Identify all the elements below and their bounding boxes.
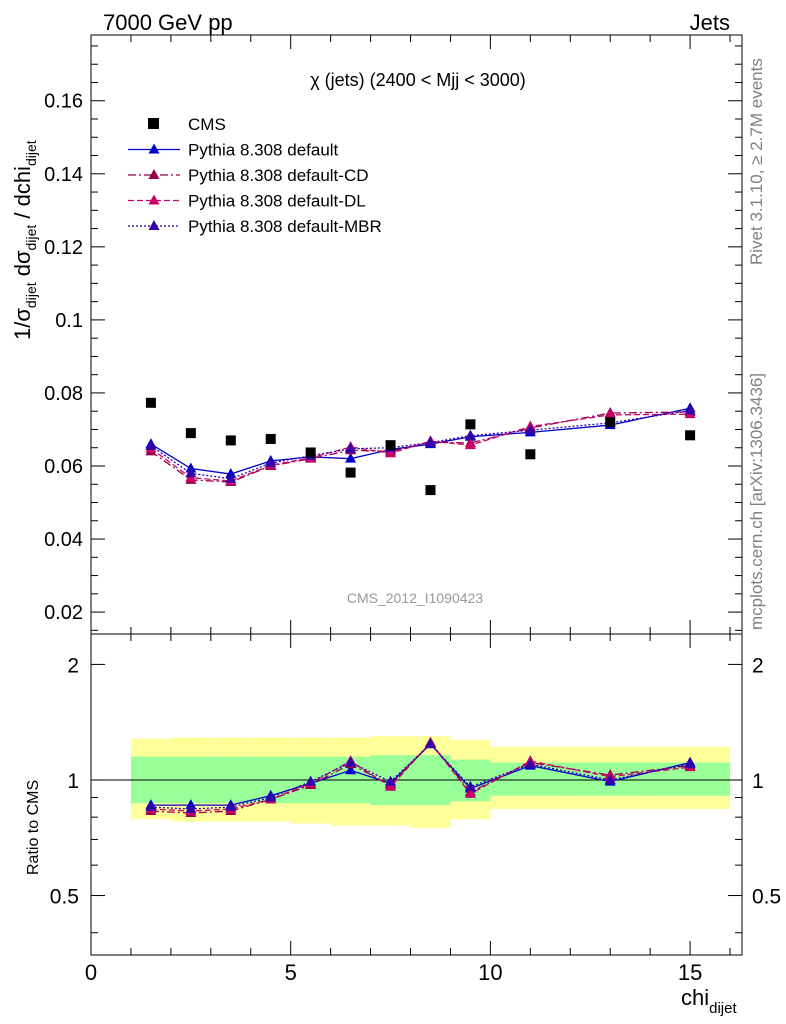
- ratio-0-point-5: [345, 764, 357, 775]
- ratio-line-0: [150, 743, 691, 806]
- ratio-3-point-6: [385, 775, 397, 786]
- y-tick-label: 0.16: [44, 91, 83, 113]
- chart-title: χ (jets) (2400 < Mjj < 3000): [310, 70, 526, 90]
- series-line-0: [150, 407, 691, 475]
- series-3-point-11: [684, 404, 696, 415]
- ratio-y-tick-label: 0.5: [50, 886, 79, 909]
- series-line-2: [150, 413, 691, 482]
- cms-point-3: [265, 433, 276, 444]
- series-3-point-3: [265, 457, 277, 468]
- series-2-point-10: [604, 408, 616, 419]
- cms-point-9: [525, 449, 536, 460]
- ratio-3-point-10: [604, 773, 616, 784]
- series-3-point-8: [464, 429, 476, 440]
- legend-label-2: Pythia 8.308 default-CD: [188, 166, 369, 185]
- ratio-3-point-0: [145, 801, 157, 812]
- ratio-2-point-8: [464, 787, 476, 798]
- ratio-3-point-4: [305, 775, 317, 786]
- cms-point-7: [425, 485, 436, 496]
- series-2-point-6: [385, 447, 397, 458]
- legend-marker-cms: [148, 118, 159, 129]
- cms-point-8: [465, 419, 476, 430]
- legend-label-1: Pythia 8.308 default: [188, 141, 339, 160]
- axes-ticks: 0 5 10 15 0.02 0.04 0.06 0.08 0.1 0.12 0.14 0.16 0.5…: [44, 35, 781, 985]
- ratio-3-point-3: [265, 791, 277, 802]
- cms-point-0: [145, 397, 156, 408]
- series-3-point-0: [145, 439, 157, 450]
- ratio-ylabel: Ratio to CMS: [25, 780, 42, 875]
- y-tick-label: 0.02: [44, 602, 83, 624]
- header-right: Jets: [690, 10, 730, 35]
- main-ylabel: 1/σdijet dσdijet / dchidijet: [10, 140, 39, 340]
- ratio-3-point-9: [524, 758, 536, 769]
- svg-text:chidijet: chidijet: [681, 985, 737, 1017]
- cms-point-1: [185, 428, 196, 439]
- svg-text:1/σdijet dσdijet / dchidijet: 1/σdijet dσdijet / dchidijet: [10, 140, 39, 340]
- legend-marker-4: [148, 220, 160, 230]
- x-axis-label: chidijet: [681, 985, 737, 1017]
- ratio-y-tick-label: 2: [67, 654, 79, 677]
- y-tick-label: 0.08: [44, 383, 83, 405]
- y-tick-label: 0.06: [44, 456, 83, 478]
- rivet-label: Rivet 3.1.10, ≥ 2.7M events: [747, 58, 766, 265]
- series-3-point-5: [345, 442, 357, 453]
- cms-point-11: [685, 430, 696, 441]
- ratio-line-3: [150, 743, 691, 810]
- legend-label-0: CMS: [188, 115, 226, 134]
- ratio-y-tick-label-right: 0.5: [752, 886, 781, 909]
- x-tick-label: 5: [285, 960, 297, 985]
- series-3-point-9: [524, 424, 536, 435]
- ratio-3-point-1: [185, 803, 197, 814]
- ratio-y-tick-label: 1: [67, 770, 79, 793]
- ratio-line-1: [150, 741, 691, 814]
- ratio-line-2: [150, 741, 691, 812]
- cms-point-2: [225, 435, 236, 446]
- legend-label-4: Pythia 8.308 default-MBR: [188, 217, 382, 236]
- x-tick-label: 10: [478, 960, 502, 985]
- ratio-3-point-2: [225, 801, 237, 812]
- ratio-3-point-8: [464, 780, 476, 791]
- main-panel: [145, 397, 696, 496]
- mcplots-label: mcplots.cern.ch [arXiv:1306.3436]: [747, 373, 766, 630]
- ratio-2-point-6: [385, 780, 397, 791]
- cms-point-10: [605, 417, 616, 428]
- legend-marker-2: [148, 169, 160, 179]
- header-left: 7000 GeV pp: [103, 10, 233, 35]
- series-2-point-8: [464, 439, 476, 450]
- legend: CMS Pythia 8.308 default Pythia 8.308 defa…: [128, 115, 382, 236]
- x-tick-label: 15: [678, 960, 702, 985]
- y-tick-label: 0.12: [44, 237, 83, 259]
- ratio-panel: [145, 736, 696, 818]
- legend-marker-3: [148, 194, 160, 205]
- y-tick-label: 0.14: [44, 164, 83, 186]
- y-tick-label: 0.1: [55, 310, 83, 332]
- series-3-point-2: [225, 472, 237, 483]
- series-3-point-1: [185, 467, 197, 478]
- ratio-3-point-11: [684, 758, 696, 769]
- ratio-uncertainty-bands: [91, 736, 742, 828]
- ratio-3-point-5: [345, 756, 357, 767]
- ratio-y-tick-label-right: 2: [752, 654, 764, 677]
- x-tick-label: 0: [85, 960, 97, 985]
- y-tick-label: 0.04: [44, 529, 83, 551]
- series-line-1: [150, 411, 691, 483]
- analysis-id: CMS_2012_I1090423: [347, 590, 483, 606]
- series-3-point-7: [424, 436, 436, 447]
- ratio-y-tick-label-right: 1: [752, 770, 764, 793]
- legend-label-3: Pythia 8.308 default-DL: [188, 192, 366, 211]
- ratio-frame: [90, 633, 743, 956]
- cms-point-4: [305, 447, 316, 458]
- series-line-3: [150, 409, 691, 480]
- cms-point-5: [345, 467, 356, 478]
- cms-point-6: [385, 440, 396, 451]
- legend-marker-1: [148, 143, 160, 154]
- series-0-point-5: [345, 452, 357, 463]
- ratio-3-point-7: [424, 738, 436, 749]
